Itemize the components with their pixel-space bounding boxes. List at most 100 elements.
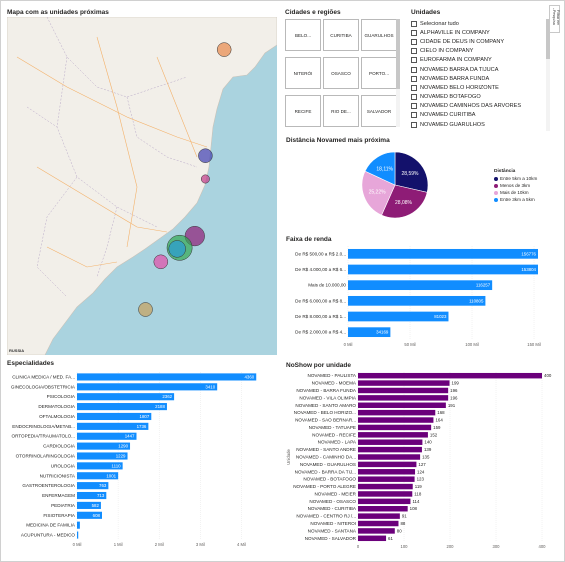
map-canvas[interactable] — [7, 17, 277, 355]
units-scrollbar[interactable] — [546, 19, 550, 131]
bar-medicina-de-familia[interactable] — [77, 521, 80, 529]
bar-novamed-recife[interactable] — [358, 432, 428, 438]
bar-de-r-2-000-00-a-r-4[interactable] — [348, 327, 391, 338]
unit-item-alphaville-in-company[interactable]: ALPHAVILLE IN COMPANY — [411, 28, 546, 37]
bar-novamed-botafogo[interactable] — [358, 476, 415, 482]
filter-pane-tab[interactable]: ‹ Filtrar em Pesquisa — [549, 5, 560, 33]
unit-item-novamed-guarulhos[interactable]: NOVAMED GUARULHOS — [411, 120, 546, 129]
specialties-chart[interactable]: 0 Mil 1 Mil 2 Mil 3 Mil 4 Mil CLINICA MEDICA … — [7, 368, 279, 554]
unit-item-eurofarma-in-company[interactable]: EUROFARMA IN COMPANY — [411, 56, 546, 65]
bar-ortopedia-traumatolo[interactable] — [77, 432, 137, 440]
bar-fisioterapia[interactable] — [77, 511, 102, 519]
checkbox-icon[interactable] — [411, 103, 417, 110]
bar-novamed-osasco[interactable] — [358, 498, 411, 505]
bar-dermatologia[interactable] — [77, 403, 167, 411]
units-slicer[interactable]: Selecionar tudo ALPHAVILLE IN COMPANY CIDA… — [411, 19, 546, 131]
checkbox-icon[interactable] — [411, 20, 417, 27]
map-bubble-6[interactable] — [153, 254, 169, 270]
city-button-curitiba[interactable]: CURITIBA — [323, 19, 359, 51]
bar-gastroenterologia[interactable] — [77, 482, 109, 490]
bar-novamed-centro-rj[interactable] — [358, 513, 400, 519]
legend-item-menos-de-3km[interactable]: Menos de 3km — [494, 183, 530, 188]
checkbox-icon[interactable] — [411, 121, 417, 128]
bar-novamed-barra-da-tij[interactable] — [358, 469, 416, 475]
bar-urologia[interactable] — [77, 462, 123, 470]
bar-otorrinolaringologia[interactable] — [77, 452, 128, 460]
map-visual[interactable]: RUSSIA — [7, 17, 277, 355]
bar-novamed-santo-amaro[interactable] — [358, 402, 446, 408]
bar-novamed-guarulhos[interactable] — [358, 461, 417, 468]
bar-acupuntura-medico[interactable] — [77, 531, 79, 539]
bar-novamed-tatuape[interactable] — [358, 424, 432, 431]
map-bubbles[interactable] — [138, 42, 232, 317]
bar-novamed-salvador[interactable] — [358, 535, 387, 542]
bar-novamed-niteroi[interactable] — [358, 520, 399, 527]
cities-scroll-thumb[interactable] — [396, 19, 400, 89]
pie-slice-mais-de-10km[interactable] — [361, 170, 396, 216]
legend-item-entre-5km-a-10km[interactable]: Entre 5km a 10km — [494, 176, 537, 181]
checkbox-icon[interactable] — [411, 75, 417, 82]
unit-item-novamed-barra-funda[interactable]: NOVAMED BARRA FUNDA — [411, 74, 546, 83]
unit-item-cidade-de-deus-in-company[interactable]: CIDADE DE DEUS IN COMPANY — [411, 37, 546, 46]
city-button-osasco[interactable]: OSASCO — [323, 57, 359, 89]
bar-novamed-meier[interactable] — [358, 491, 413, 497]
cities-slicer[interactable]: BELO... CURITIBA GUARULHOS NITERÓI OSASCO POR… — [285, 19, 402, 129]
city-button-niteroi[interactable]: NITERÓI — [285, 57, 321, 89]
pie-slice-menos-de-3km[interactable] — [381, 184, 428, 219]
city-button-recife[interactable]: RECIFE — [285, 95, 321, 127]
unit-item-cielo-in-company[interactable]: CIELO IN COMPANY — [411, 47, 546, 56]
collapse-arrow-icon[interactable]: ‹ — [553, 6, 555, 11]
bar-novamed-caminho-da[interactable] — [358, 454, 421, 460]
unit-item-novamed-botafogo[interactable]: NOVAMED BOTAFOGO — [411, 93, 546, 102]
bar-de-r-500-00-a-r-2-0[interactable] — [348, 248, 538, 259]
bar-mais-de-10-000-00[interactable] — [348, 280, 493, 291]
bar-novamed-vila-olimpia[interactable] — [358, 395, 449, 401]
bar-novamed-paulista[interactable] — [358, 372, 542, 379]
bar-novamed-santo-andre[interactable] — [358, 446, 422, 453]
bar-novamed-porto-alegre[interactable] — [358, 483, 413, 490]
noshow-chart[interactable]: 0 100 200 300 400 NOVAMED - PAULISTA 400 NOVAME… — [286, 370, 552, 554]
pie-slice-entre-3km-a-5km[interactable] — [364, 151, 396, 186]
unit-item-novamed-barra-da-tijuca[interactable]: NOVAMED BARRA DA TIJUCA — [411, 65, 546, 74]
units-scroll-thumb[interactable] — [546, 19, 550, 59]
bar-enfermagem[interactable] — [77, 491, 107, 500]
pie-chart[interactable]: 28,59% 28,08% 25,22% 18,11% — [360, 150, 430, 220]
map-bubble-1[interactable] — [198, 148, 213, 163]
bar-de-r-6-000-00-a-r-8[interactable] — [348, 295, 486, 306]
city-button-guarulhos[interactable]: GUARULHOS — [361, 19, 397, 51]
map-bubble-5[interactable] — [168, 240, 186, 258]
bar-ginecologia-obstetricia[interactable] — [77, 383, 218, 391]
unit-item-selecionar-tudo[interactable]: Selecionar tudo — [411, 19, 546, 28]
bar-novamed-moema[interactable] — [358, 380, 450, 386]
checkbox-icon[interactable] — [411, 57, 417, 64]
bar-novamed-belo-horizo[interactable] — [358, 409, 436, 416]
unit-item-novamed-belo-horizonte[interactable]: NOVAMED BELO HORIZONTE — [411, 83, 546, 92]
map-bubble-0[interactable] — [216, 42, 232, 57]
bar-novamed-barra-funda[interactable] — [358, 387, 449, 394]
checkbox-icon[interactable] — [411, 48, 417, 55]
city-button-rio-de[interactable]: RIO DE... — [323, 95, 359, 127]
cities-scrollbar[interactable] — [396, 19, 400, 127]
bar-pediatria[interactable] — [77, 501, 101, 509]
bar-clinica-medica-med-fa[interactable] — [77, 373, 257, 381]
checkbox-icon[interactable] — [411, 84, 417, 91]
bar-de-r-4-000-00-a-r-6[interactable] — [348, 264, 538, 275]
checkbox-icon[interactable] — [411, 29, 417, 36]
bar-psicologia[interactable] — [77, 393, 175, 401]
checkbox-icon[interactable] — [411, 94, 417, 101]
legend-item-mais-de-10km[interactable]: Mais de 10km — [494, 190, 529, 195]
city-button-porto[interactable]: PORTO... — [361, 57, 397, 89]
bar-novamed-lapa[interactable] — [358, 439, 423, 445]
bar-de-r-8-000-00-a-r-1[interactable] — [348, 311, 449, 322]
checkbox-icon[interactable] — [411, 66, 417, 73]
bar-novamed-santana[interactable] — [358, 528, 395, 534]
bar-cardiologia[interactable] — [77, 442, 131, 450]
checkbox-icon[interactable] — [411, 38, 417, 45]
bar-novamed-curitiba[interactable] — [358, 506, 408, 512]
bar-oftalmologia[interactable] — [77, 412, 152, 421]
bar-nutricionista[interactable] — [77, 472, 119, 480]
bar-novamed-sao-bernar[interactable] — [358, 417, 434, 423]
unit-item-novamed-caminhos-das-arvores[interactable]: NOVAMED CAMINHOS DAS ARVORES — [411, 102, 546, 111]
checkbox-icon[interactable] — [411, 112, 417, 119]
legend-item-entre-3km-a-5km[interactable]: Entre 3km a 5km — [494, 197, 535, 202]
